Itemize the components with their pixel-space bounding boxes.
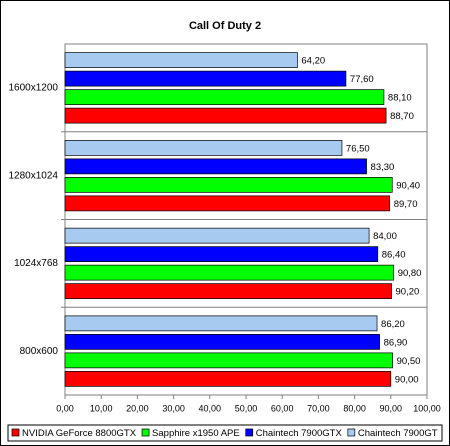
bar [64,352,393,369]
value-label: 88,70 [390,111,414,122]
value-label: 86,90 [384,337,408,348]
bar [64,52,298,68]
x-tick-label: 70,00 [307,403,330,413]
x-tick-label: 40,00 [199,403,222,413]
bar [64,264,395,281]
bar [64,140,343,156]
value-label: 86,20 [381,319,405,330]
category-label: 1280x1024 [9,170,59,181]
value-label: 77,60 [350,74,374,85]
bar [64,227,370,244]
legend-box [7,424,443,442]
bar [64,195,391,212]
legend-label: Chaintech 7900GTX [256,428,343,439]
bar [64,371,392,387]
value-label: 86,40 [382,250,406,261]
category-label: 800x600 [20,346,59,357]
chart-title: Call Of Duty 2 [189,20,261,32]
legend-swatch [245,428,254,437]
category-label: 1600x1200 [9,83,59,94]
legend-swatch [347,428,356,437]
bar [64,315,378,332]
value-label: 90,40 [396,180,420,191]
legend-label: Chaintech 7900GT [358,428,438,439]
value-label: 90,20 [396,287,420,298]
bar [64,70,347,87]
category-label: 1024x768 [14,258,58,269]
x-tick-label: 60,00 [271,403,294,413]
value-label: 90,80 [398,268,422,279]
value-label: 84,00 [373,231,397,242]
bar [64,158,367,175]
x-tick-label: 80,00 [343,403,366,413]
x-tick-label: 50,00 [235,403,258,413]
value-label: 83,30 [371,162,395,173]
value-label: 89,70 [394,199,418,210]
value-label: 76,50 [346,143,370,154]
x-tick-label: 90,00 [380,403,403,413]
legend-label: Sapphire x1950 APE [152,428,240,439]
value-label: 64,20 [301,56,325,67]
bar [64,283,392,299]
x-tick-label: 10,00 [90,403,113,413]
legend-swatch [141,428,150,437]
legend-swatch [11,428,20,437]
value-label: 88,10 [388,93,412,104]
x-tick-label: 30,00 [162,403,185,413]
bar [64,89,385,105]
bar [64,334,380,350]
x-tick-label: 100,00 [413,403,441,413]
value-label: 90,00 [395,374,419,385]
bar [64,177,393,193]
x-tick-label: 20,00 [126,403,149,413]
bar [64,246,379,262]
value-label: 90,50 [397,356,421,367]
x-tick-label: 0,00 [56,403,74,413]
bar [64,107,387,124]
legend-label: NVIDIA GeForce 8800GTX [22,428,137,439]
